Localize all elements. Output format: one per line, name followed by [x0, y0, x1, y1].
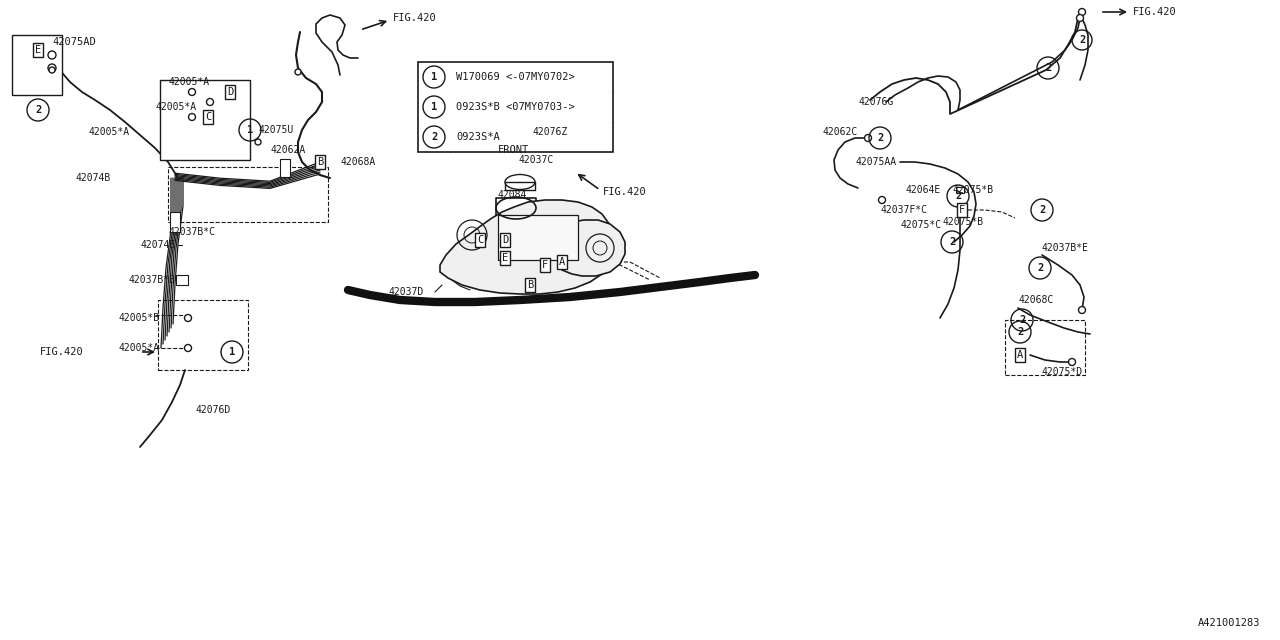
- Circle shape: [864, 134, 872, 141]
- Text: 42074E: 42074E: [140, 240, 175, 250]
- FancyBboxPatch shape: [160, 80, 250, 160]
- Circle shape: [49, 51, 56, 59]
- Text: 42005*A: 42005*A: [168, 77, 209, 87]
- Circle shape: [1079, 8, 1085, 15]
- Text: 42068C: 42068C: [1018, 295, 1053, 305]
- Text: 42037B*E: 42037B*E: [1042, 243, 1089, 253]
- Text: 42074B: 42074B: [76, 173, 110, 183]
- Text: 1: 1: [431, 72, 438, 82]
- Text: FIG.420: FIG.420: [1133, 7, 1176, 17]
- Text: 2: 2: [1016, 327, 1023, 337]
- Circle shape: [1079, 307, 1085, 314]
- Text: 42064E: 42064E: [905, 185, 941, 195]
- Text: C: C: [205, 112, 211, 122]
- Circle shape: [188, 113, 196, 120]
- Circle shape: [294, 69, 301, 75]
- Text: 1: 1: [431, 102, 438, 112]
- Circle shape: [1069, 358, 1075, 365]
- Text: 42084: 42084: [497, 190, 526, 200]
- Text: 1: 1: [229, 347, 236, 357]
- Text: 2: 2: [1039, 205, 1046, 215]
- Text: 42037C: 42037C: [518, 155, 553, 165]
- FancyBboxPatch shape: [956, 187, 964, 193]
- Circle shape: [188, 88, 196, 95]
- Circle shape: [49, 67, 55, 73]
- Text: 42062A: 42062A: [270, 145, 305, 155]
- Text: 2: 2: [877, 133, 883, 143]
- Text: 2: 2: [948, 237, 955, 247]
- Text: 2: 2: [1019, 315, 1025, 325]
- Circle shape: [1076, 15, 1083, 22]
- Text: D: D: [227, 87, 233, 97]
- Text: 42037D: 42037D: [388, 287, 424, 297]
- Text: 42005*A: 42005*A: [118, 343, 159, 353]
- Text: FIG.420: FIG.420: [40, 347, 83, 357]
- Text: 42075U: 42075U: [259, 125, 293, 135]
- Circle shape: [878, 196, 886, 204]
- Text: B: B: [317, 157, 323, 167]
- Text: A421001283: A421001283: [1198, 618, 1260, 628]
- Text: 42037B*B: 42037B*B: [128, 275, 175, 285]
- Circle shape: [206, 99, 214, 106]
- Text: 42076D: 42076D: [195, 405, 230, 415]
- Text: 2: 2: [35, 105, 41, 115]
- Circle shape: [255, 139, 261, 145]
- Text: 42075AA: 42075AA: [855, 157, 896, 167]
- Text: 42005*A: 42005*A: [155, 102, 196, 112]
- FancyBboxPatch shape: [419, 62, 613, 152]
- Text: 42075*D: 42075*D: [1042, 367, 1083, 377]
- Text: E: E: [35, 45, 41, 55]
- Text: B: B: [527, 280, 534, 290]
- FancyBboxPatch shape: [280, 159, 291, 177]
- Text: A: A: [559, 257, 566, 267]
- Text: 42037F*C: 42037F*C: [881, 205, 927, 215]
- Text: 42062C: 42062C: [822, 127, 858, 137]
- Text: F: F: [541, 260, 548, 270]
- Polygon shape: [558, 220, 625, 276]
- Text: 2: 2: [1079, 35, 1085, 45]
- Text: 42005*A: 42005*A: [88, 127, 131, 137]
- FancyBboxPatch shape: [498, 215, 579, 260]
- Text: 2: 2: [955, 191, 961, 201]
- Text: A: A: [1016, 350, 1023, 360]
- Text: 0923S*B <07MY0703->: 0923S*B <07MY0703->: [456, 102, 575, 112]
- Text: W170069 <-07MY0702>: W170069 <-07MY0702>: [456, 72, 575, 82]
- Circle shape: [184, 314, 192, 321]
- Text: 42076Z: 42076Z: [532, 127, 567, 137]
- Text: D: D: [502, 235, 508, 245]
- Text: 2: 2: [431, 132, 438, 142]
- FancyBboxPatch shape: [177, 275, 188, 285]
- Text: 2: 2: [1044, 63, 1051, 73]
- Text: 42075AD: 42075AD: [52, 37, 96, 47]
- Text: 42037B*C: 42037B*C: [169, 227, 215, 237]
- Text: E: E: [502, 253, 508, 263]
- Text: FIG.420: FIG.420: [603, 187, 646, 197]
- Text: 42075*B: 42075*B: [952, 185, 993, 195]
- Circle shape: [49, 64, 56, 72]
- Text: 42075*C: 42075*C: [900, 220, 941, 230]
- FancyBboxPatch shape: [12, 35, 61, 95]
- Text: F: F: [959, 205, 965, 215]
- Polygon shape: [440, 200, 614, 294]
- FancyBboxPatch shape: [170, 212, 180, 232]
- Text: C: C: [477, 235, 483, 245]
- Text: 1: 1: [247, 125, 253, 135]
- Text: 42076G: 42076G: [858, 97, 893, 107]
- Text: FRONT: FRONT: [498, 145, 529, 155]
- Circle shape: [184, 344, 192, 351]
- Text: FIG.420: FIG.420: [393, 13, 436, 23]
- Text: 2: 2: [1037, 263, 1043, 273]
- Text: 42075*B: 42075*B: [942, 217, 983, 227]
- Text: 42068A: 42068A: [340, 157, 375, 167]
- Text: 0923S*A: 0923S*A: [456, 132, 499, 142]
- Text: 42005*B: 42005*B: [118, 313, 159, 323]
